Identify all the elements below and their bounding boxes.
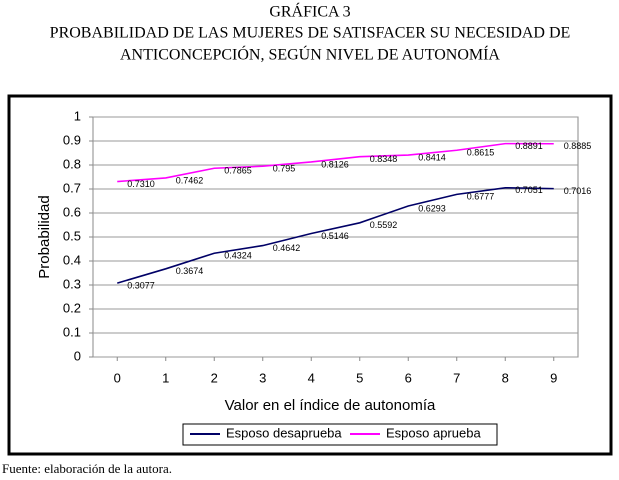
y-tick-label: 0.6	[63, 204, 81, 219]
data-label: 0.5592	[370, 220, 398, 230]
data-label: 0.795	[273, 164, 296, 174]
legend-label: Esposo aprueba	[386, 425, 481, 440]
x-tick-label: 1	[162, 370, 169, 385]
y-tick-label: 0.2	[63, 300, 81, 315]
x-tick-label: 2	[211, 370, 218, 385]
figure-label: GRÁFICA 3	[269, 2, 350, 21]
y-axis-label: Probabilidad	[36, 195, 53, 278]
data-label: 0.3674	[176, 266, 204, 276]
x-tick-label: 9	[550, 370, 557, 385]
data-label: 0.3077	[127, 281, 155, 291]
x-tick-label: 3	[259, 370, 266, 385]
chart-title: PROBABILIDAD DE LAS MUJERES DE SATISFACE…	[50, 25, 571, 42]
data-label: 0.7016	[564, 186, 592, 196]
chart-title: ANTICONCEPCIÓN, SEGÚN NIVEL DE AUTONOMÍA	[120, 45, 500, 64]
data-label: 0.8414	[418, 152, 446, 162]
y-tick-label: 0.8	[63, 156, 81, 171]
legend	[182, 423, 498, 446]
y-tick-label: 1	[74, 108, 81, 123]
y-tick-label: 0.9	[63, 132, 81, 147]
data-label: 0.6293	[418, 203, 446, 213]
data-label: 0.8126	[321, 159, 349, 169]
data-label: 0.7865	[224, 166, 252, 176]
x-tick-label: 8	[502, 370, 509, 385]
series-line	[117, 186, 554, 284]
x-tick-label: 4	[308, 370, 315, 385]
legend-label: Esposo desaprueba	[226, 425, 342, 440]
x-tick-label: 5	[356, 370, 363, 385]
source-note: Fuente: elaboración de la autora.	[2, 461, 172, 476]
y-tick-label: 0.5	[63, 228, 81, 243]
x-tick-label: 0	[114, 370, 121, 385]
data-label: 0.8348	[370, 154, 398, 164]
data-label: 0.7462	[176, 175, 204, 185]
data-label: 0.8885	[564, 141, 592, 151]
data-label: 0.4324	[224, 251, 252, 261]
data-label: 0.4642	[273, 243, 301, 253]
data-label: 0.8615	[467, 148, 495, 158]
data-label: 0.7310	[127, 179, 155, 189]
y-tick-label: 0	[74, 348, 81, 363]
data-label: 0.5146	[321, 231, 349, 241]
y-tick-label: 0.4	[63, 252, 81, 267]
series-line	[117, 142, 554, 183]
data-label: 0.8891	[515, 141, 543, 151]
x-tick-label: 6	[405, 370, 412, 385]
data-label: 0.6777	[467, 192, 495, 202]
data-label: 0.7051	[515, 185, 543, 195]
y-tick-label: 0.3	[63, 276, 81, 291]
x-axis-label: Valor en el índice de autonomía	[225, 397, 436, 414]
y-tick-label: 0.1	[63, 324, 81, 339]
y-tick-label: 0.7	[63, 180, 81, 195]
x-tick-label: 7	[453, 370, 460, 385]
